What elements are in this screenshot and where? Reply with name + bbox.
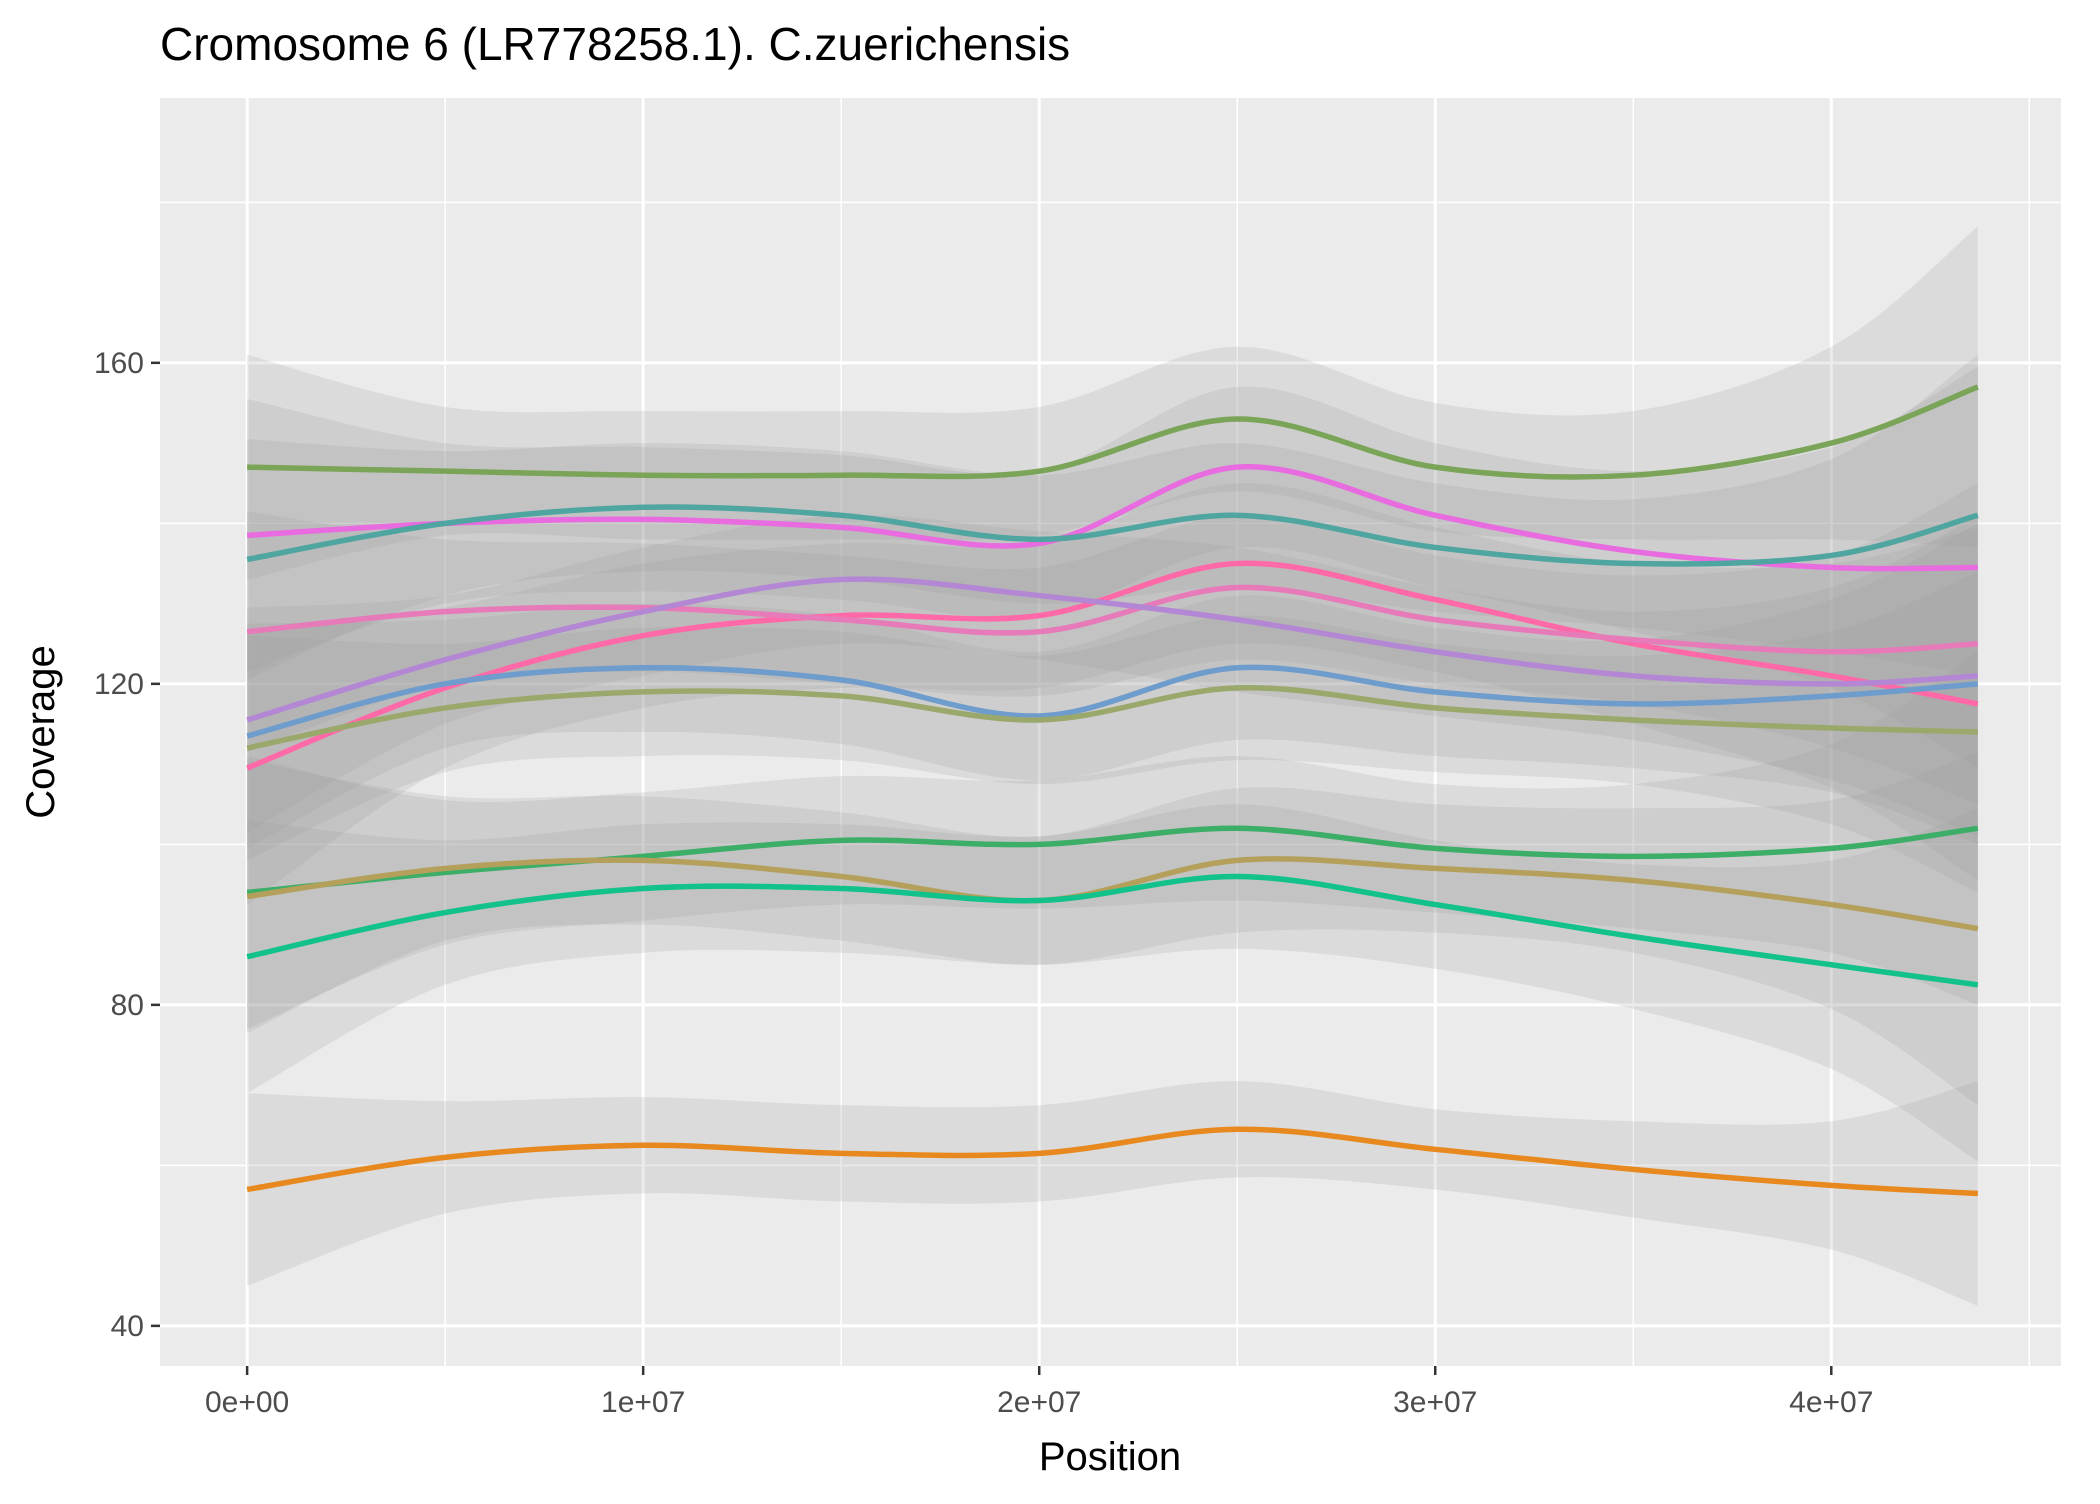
series-lines (246, 384, 1979, 1197)
series-line-2 (246, 464, 1978, 572)
y-tick-label: 160 (94, 347, 144, 380)
series-line-12 (246, 1126, 1978, 1197)
series-line-7 (246, 664, 1979, 739)
chart-title: Cromosome 6 (LR778258.1). C.zuerichensis (160, 18, 1070, 70)
y-axis-title: Coverage (19, 645, 63, 818)
confidence-band-12 (247, 1081, 1978, 1306)
confidence-band-8 (247, 571, 1978, 893)
series-line-4 (246, 560, 1979, 771)
confidence-band-2 (247, 366, 1978, 769)
series-line-11 (246, 873, 1979, 988)
x-tick-label: 3e+07 (1393, 1386, 1477, 1419)
confidence-band-4 (247, 483, 1978, 905)
series-line-5 (246, 584, 1978, 655)
series-line-3 (246, 504, 1979, 567)
x-axis: 0e+00 1e+07 2e+07 3e+07 4e+07 (205, 1366, 1873, 1419)
y-tick-label: 120 (94, 668, 144, 701)
grid-major (160, 98, 2061, 1366)
confidence-band-10 (247, 752, 1978, 1106)
confidence-band-1 (247, 226, 1978, 580)
confidence-band-6 (247, 514, 1978, 837)
series-line-6 (246, 576, 1978, 723)
x-tick-label: 0e+00 (205, 1386, 289, 1419)
series-line-10 (246, 856, 1979, 932)
series-line-1 (247, 384, 1979, 480)
x-axis-title: Position (1039, 1435, 1181, 1479)
y-tick-label: 40 (111, 1310, 144, 1343)
y-axis: 40 80 120 160 (94, 347, 160, 1343)
confidence-band-5 (247, 483, 1978, 805)
x-tick-label: 1e+07 (601, 1386, 685, 1419)
y-tick-label: 80 (111, 989, 144, 1022)
x-tick-label: 2e+07 (997, 1386, 1081, 1419)
confidence-band-11 (247, 804, 1978, 1162)
x-tick-label: 4e+07 (1789, 1386, 1873, 1419)
series-line-8 (246, 684, 1978, 751)
